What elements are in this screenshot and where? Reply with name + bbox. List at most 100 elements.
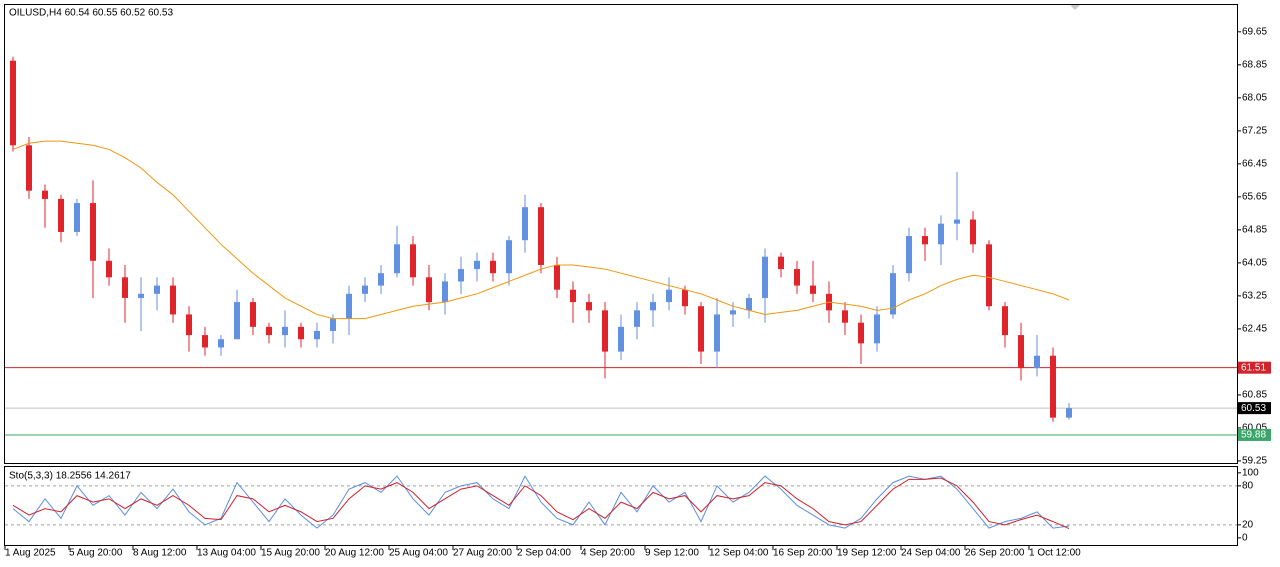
- candle-body: [666, 289, 672, 303]
- x-tick-label: 4 Sep 20:00: [581, 548, 635, 559]
- candle-body: [554, 264, 560, 290]
- candle-body: [314, 330, 320, 340]
- level-label: 61.51: [1241, 362, 1266, 373]
- candle-body: [602, 310, 608, 352]
- x-tick-label: 19 Sep 12:00: [837, 548, 897, 559]
- y-tick-label: 66.45: [1242, 158, 1267, 169]
- x-tick-label: 16 Sep 20:00: [773, 548, 833, 559]
- y-tick-label: 20: [1242, 519, 1254, 530]
- x-tick-label: 8 Aug 12:00: [133, 548, 187, 559]
- candle-body: [282, 326, 288, 336]
- level-label: 59.88: [1241, 430, 1266, 441]
- candle-body: [922, 236, 928, 245]
- chart-title: OILUSD,H4 60.54 60.55 60.52 60.53: [9, 8, 173, 19]
- candle-body: [266, 326, 272, 336]
- x-tick-label: 2 Sep 04:00: [517, 548, 571, 559]
- candle-body: [26, 145, 32, 191]
- shift-marker: [1070, 5, 1080, 10]
- candle-body: [106, 260, 112, 278]
- candle-body: [170, 285, 176, 315]
- candle-body: [474, 260, 480, 270]
- candle-body: [954, 219, 960, 224]
- y-tick-label: 60.85: [1242, 390, 1267, 401]
- y-tick-label: 59.25: [1242, 456, 1267, 467]
- y-tick-label: 69.65: [1242, 26, 1267, 37]
- candle-body: [1002, 306, 1008, 336]
- candle-body: [250, 302, 256, 327]
- x-tick-label: 1 Oct 12:00: [1029, 548, 1081, 559]
- candle-body: [394, 244, 400, 274]
- candle-body: [58, 198, 64, 232]
- candle-body: [330, 318, 336, 331]
- candle-body: [218, 339, 224, 348]
- candle-body: [410, 244, 416, 278]
- candle-body: [122, 277, 128, 298]
- candle-body: [842, 310, 848, 323]
- candle-body: [618, 326, 624, 352]
- candle-body: [778, 256, 784, 270]
- candle-body: [346, 293, 352, 319]
- candle-body: [730, 310, 736, 315]
- y-tick-label: 68.85: [1242, 59, 1267, 70]
- candle-body: [42, 190, 48, 199]
- candle-body: [490, 260, 496, 274]
- candle-body: [682, 289, 688, 307]
- candle-body: [858, 322, 864, 344]
- candle-body: [90, 203, 96, 261]
- candle-body: [362, 285, 368, 294]
- candle-body: [234, 302, 240, 340]
- y-tick-label: 67.25: [1242, 125, 1267, 136]
- indicator-panel: [4, 466, 1238, 546]
- level-label: 60.53: [1241, 403, 1266, 414]
- oscillator-line: [12, 477, 1070, 530]
- indicator-title: Sto(5,3,3) 18.2556 14.2617: [9, 471, 131, 482]
- candle-body: [426, 277, 432, 303]
- candle-body: [458, 269, 464, 282]
- candle-body: [154, 285, 160, 294]
- x-tick-label: 12 Sep 04:00: [709, 548, 769, 559]
- x-tick-label: 27 Aug 20:00: [453, 548, 512, 559]
- candle-body: [794, 269, 800, 286]
- level-label-bg: [1238, 361, 1271, 374]
- main-panel: [4, 4, 1238, 464]
- candle-body: [1018, 335, 1024, 369]
- candle-body: [586, 302, 592, 311]
- candle-body: [522, 207, 528, 241]
- x-tick-label: 5 Aug 20:00: [69, 548, 123, 559]
- candle-body: [1066, 408, 1072, 418]
- candle-body: [378, 273, 384, 286]
- x-tick-label: 20 Aug 12:00: [325, 548, 384, 559]
- x-tick-label: 1 Aug 2025: [5, 548, 56, 559]
- candle-body: [746, 297, 752, 311]
- candle-body: [138, 293, 144, 298]
- candle-body: [906, 236, 912, 274]
- candle-body: [538, 207, 544, 265]
- level-label-bg: [1238, 428, 1271, 441]
- candle-body: [714, 314, 720, 352]
- y-tick-label: 64.85: [1242, 225, 1267, 236]
- y-tick-label: 68.05: [1242, 92, 1267, 103]
- candle-body: [442, 281, 448, 303]
- candle-body: [890, 273, 896, 315]
- candle-body: [698, 306, 704, 352]
- y-tick-label: 64.05: [1242, 258, 1267, 269]
- candle-body: [570, 289, 576, 303]
- candle-body: [810, 285, 816, 294]
- candle-body: [634, 310, 640, 327]
- moving-average: [12, 140, 1070, 320]
- candle-body: [74, 203, 80, 232]
- y-tick-label: 63.25: [1242, 291, 1267, 302]
- candle-body: [874, 314, 880, 344]
- x-tick-label: 15 Aug 20:00: [261, 548, 320, 559]
- candle-body: [1034, 355, 1040, 369]
- level-label-bg: [1238, 402, 1271, 415]
- candle-body: [1050, 355, 1056, 418]
- candle-body: [506, 240, 512, 274]
- candle-body: [10, 60, 16, 146]
- x-tick-label: 24 Sep 04:00: [901, 548, 961, 559]
- x-tick-label: 25 Aug 04:00: [389, 548, 448, 559]
- x-tick-label: 26 Sep 20:00: [965, 548, 1025, 559]
- candle-body: [938, 223, 944, 245]
- y-tick-label: 100: [1242, 467, 1259, 478]
- candle-body: [202, 335, 208, 348]
